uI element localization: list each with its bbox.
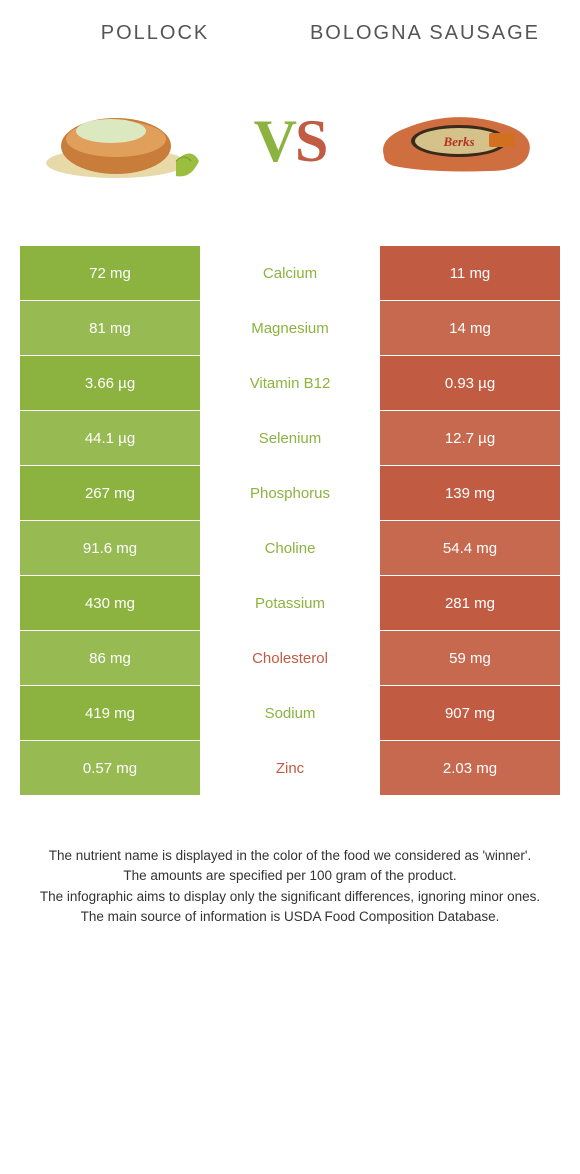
right-value: 0.93 µg [380,356,560,410]
nutrient-name: Cholesterol [200,631,380,685]
footnote-line: The nutrient name is displayed in the co… [30,846,550,866]
left-value: 267 mg [20,466,200,520]
right-value: 12.7 µg [380,411,560,465]
table-row: 86 mgCholesterol59 mg [20,631,560,686]
footnotes: The nutrient name is displayed in the co… [0,796,580,947]
right-value: 11 mg [380,246,560,300]
table-row: 91.6 mgCholine54.4 mg [20,521,560,576]
vs-label: VS [254,107,327,176]
nutrient-name: Choline [200,521,380,575]
left-value: 0.57 mg [20,741,200,795]
right-food-image: Berks [369,86,539,196]
table-row: 3.66 µgVitamin B120.93 µg [20,356,560,411]
nutrient-name: Sodium [200,686,380,740]
left-value: 419 mg [20,686,200,740]
table-row: 0.57 mgZinc2.03 mg [20,741,560,796]
footnote-line: The amounts are specified per 100 gram o… [30,866,550,886]
vs-v: V [254,107,295,176]
left-food-title: POLLOCK [20,20,290,46]
nutrient-name: Potassium [200,576,380,630]
left-value: 72 mg [20,246,200,300]
nutrient-name: Zinc [200,741,380,795]
nutrient-name: Calcium [200,246,380,300]
comparison-table: 72 mgCalcium11 mg81 mgMagnesium14 mg3.66… [0,246,580,796]
left-value: 91.6 mg [20,521,200,575]
vs-s: S [295,107,326,176]
right-value: 907 mg [380,686,560,740]
left-value: 44.1 µg [20,411,200,465]
nutrient-name: Selenium [200,411,380,465]
right-value: 281 mg [380,576,560,630]
table-row: 267 mgPhosphorus139 mg [20,466,560,521]
table-row: 419 mgSodium907 mg [20,686,560,741]
right-value: 14 mg [380,301,560,355]
right-value: 54.4 mg [380,521,560,575]
table-row: 44.1 µgSelenium12.7 µg [20,411,560,466]
header: POLLOCK BOLOGNA SAUSAGE [0,0,580,56]
right-food-title: BOLOGNA SAUSAGE [290,20,560,46]
left-value: 3.66 µg [20,356,200,410]
right-value: 139 mg [380,466,560,520]
hero-row: VS Berks [0,56,580,246]
nutrient-name: Phosphorus [200,466,380,520]
right-value: 2.03 mg [380,741,560,795]
nutrient-name: Vitamin B12 [200,356,380,410]
left-value: 81 mg [20,301,200,355]
footnote-line: The infographic aims to display only the… [30,887,550,907]
nutrient-name: Magnesium [200,301,380,355]
footnote-line: The main source of information is USDA F… [30,907,550,927]
svg-text:Berks: Berks [442,134,474,149]
right-value: 59 mg [380,631,560,685]
table-row: 72 mgCalcium11 mg [20,246,560,301]
left-food-image [41,86,211,196]
table-row: 430 mgPotassium281 mg [20,576,560,631]
table-row: 81 mgMagnesium14 mg [20,301,560,356]
left-value: 86 mg [20,631,200,685]
left-value: 430 mg [20,576,200,630]
